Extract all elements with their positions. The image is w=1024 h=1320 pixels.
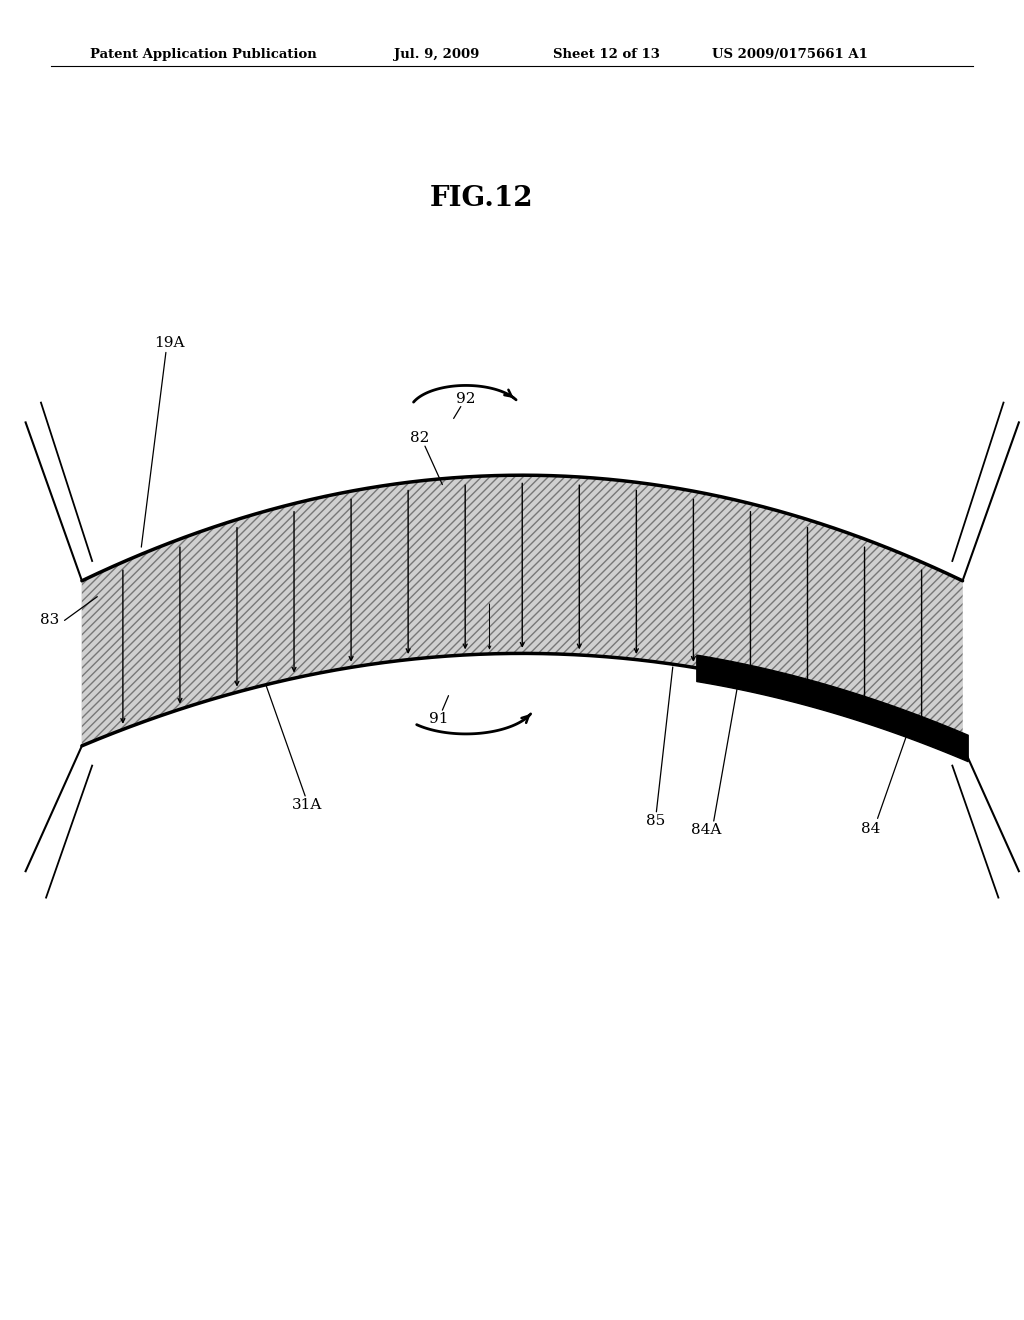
Text: 84A: 84A [691, 824, 722, 837]
Text: 92: 92 [456, 392, 476, 405]
Text: Patent Application Publication: Patent Application Publication [90, 48, 316, 61]
Text: 19A: 19A [154, 337, 184, 350]
Text: 31A: 31A [292, 799, 323, 812]
Text: Sheet 12 of 13: Sheet 12 of 13 [553, 48, 659, 61]
Text: US 2009/0175661 A1: US 2009/0175661 A1 [712, 48, 867, 61]
Text: Jul. 9, 2009: Jul. 9, 2009 [394, 48, 479, 61]
Text: 85: 85 [646, 814, 665, 828]
Text: 82: 82 [411, 432, 429, 445]
Text: FIG.12: FIG.12 [429, 185, 534, 211]
Text: 84: 84 [861, 822, 880, 836]
Text: 83: 83 [40, 614, 58, 627]
Text: 91: 91 [428, 713, 449, 726]
